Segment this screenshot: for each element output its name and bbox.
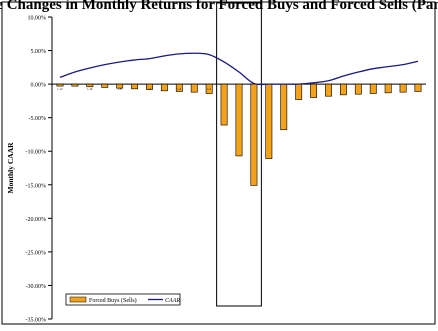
y-tick-label: -30.00% [26,284,47,290]
chart-frame [1,1,436,325]
bar [56,83,64,87]
y-tick-label: -15.00% [26,183,47,189]
legend-label-line: CAAR [165,298,180,304]
bar [354,83,362,95]
y-tick-label: 0.00% [31,83,47,89]
bar [190,83,198,93]
chart-title: e Changes in Monthly Returns for Forced … [0,0,438,13]
y-tick-label: 5.00% [31,49,47,55]
legend-box [65,293,181,306]
y-tick-label: -25.00% [26,250,47,256]
bar [116,83,124,89]
legend-swatch-bars [69,296,87,303]
event-window-box [216,2,262,307]
caar-line [59,52,419,86]
x-tick-label: t-2 [207,87,211,91]
bar [265,83,273,159]
y-tick-label: -10.00% [26,150,47,156]
x-tick-label: t-4 [178,87,182,91]
bar [295,83,303,100]
bar [235,83,243,157]
y-tick-label: 10.00% [28,16,47,22]
bar [205,83,213,94]
y-tick-label: -5.00% [29,116,47,122]
x-tick-label: t-8 [118,87,122,91]
bar [101,83,109,88]
y-tick-label: -35.00% [26,318,47,324]
bar [280,83,288,131]
bar [369,83,377,94]
bar [414,83,422,92]
plot-area: 10.00% 5.00% 0.00% -5.00% -10.00% -15.00% -20.… [26,2,426,324]
bar [160,83,168,92]
x-tick-label: t-6 [148,87,152,91]
x-tick-label: t-10 [87,87,93,91]
y-axis-label: Monthly CAAR [6,142,15,194]
y-tick-label: -20.00% [26,217,47,223]
bar [310,83,318,98]
legend-label-bars: Forced Buys (Sells) [89,297,137,304]
bar [175,83,183,92]
bar [71,83,79,87]
bar [325,83,332,97]
x-tick-label: t-12 [57,87,63,91]
bar [250,83,258,186]
bar [146,83,153,90]
bar [339,83,347,96]
bar [131,83,139,90]
bar [399,83,407,93]
bar [384,83,392,94]
bar [86,83,94,88]
bar [220,83,228,126]
